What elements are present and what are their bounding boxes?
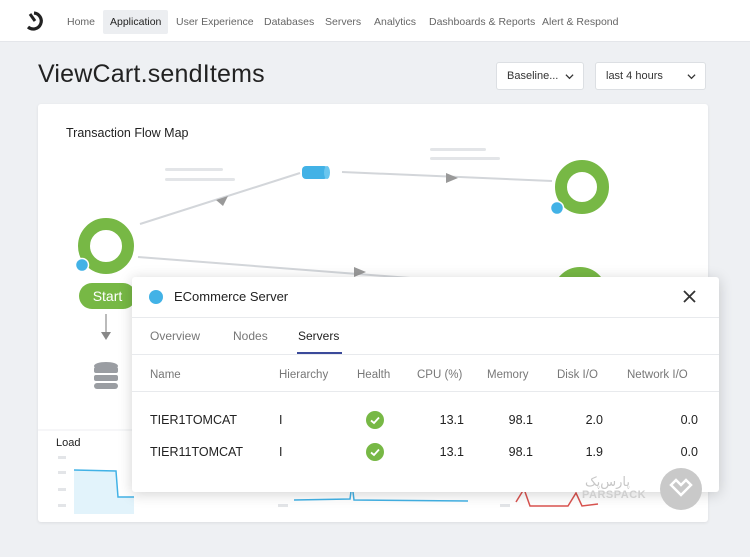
chevron-down-icon	[687, 74, 696, 80]
tabs-divider	[132, 354, 719, 355]
time-range-dropdown-label: last 4 hours	[606, 70, 663, 82]
server-memory: 98.1	[508, 413, 533, 427]
table-header-divider	[132, 391, 719, 392]
column-header-cpu[interactable]: CPU (%)	[417, 369, 463, 381]
baseline-dropdown[interactable]: Baseline...	[496, 62, 584, 90]
column-header-network-io[interactable]: Network I/O	[627, 369, 688, 381]
server-cpu: 13.1	[439, 445, 464, 459]
modal-header-divider	[132, 317, 719, 318]
server-name: TIER1TOMCAT	[150, 413, 238, 427]
chevron-down-icon	[565, 74, 574, 80]
column-header-name[interactable]: Name	[150, 369, 181, 381]
server-network-io: 0.0	[680, 445, 698, 459]
tab-servers[interactable]: Servers	[298, 329, 340, 343]
close-icon[interactable]	[682, 289, 697, 304]
watermark-text: پارس‌پک	[585, 474, 630, 489]
ecommerce-server-modal: ECommerce Server Overview Nodes Servers …	[132, 277, 719, 492]
tab-nodes[interactable]: Nodes	[233, 329, 268, 343]
placeholder-label-lines	[165, 148, 500, 181]
load-sparkline	[58, 456, 134, 514]
nav-item-alert-respond[interactable]: Alert & Respond	[542, 16, 619, 28]
tab-overview[interactable]: Overview	[150, 329, 201, 343]
nav-item-databases[interactable]: Databases	[264, 16, 315, 28]
time-range-dropdown[interactable]: last 4 hours	[595, 62, 706, 90]
column-header-hierarchy[interactable]: Hierarchy	[279, 369, 329, 381]
database-cylinder-node[interactable]	[302, 166, 330, 179]
top-navigation: Home Application User Experience Databas…	[0, 0, 750, 42]
active-tab-indicator	[297, 352, 342, 354]
load-label: Load	[56, 437, 81, 449]
server-cpu: 13.1	[439, 413, 464, 427]
server-name: TIER11TOMCAT	[150, 445, 244, 459]
flow-connections	[137, 171, 553, 285]
server-network-io: 0.0	[680, 413, 698, 427]
server-disk-io: 2.0	[585, 413, 603, 427]
app-logo-icon[interactable]	[24, 10, 44, 32]
database-icon[interactable]	[94, 362, 118, 389]
start-button[interactable]: Start	[79, 283, 136, 309]
modal-title: ECommerce Server	[174, 289, 289, 304]
flow-arrows	[216, 173, 458, 277]
nav-item-analytics[interactable]: Analytics	[374, 16, 417, 28]
server-memory: 98.1	[508, 445, 533, 459]
baseline-dropdown-label: Baseline...	[507, 70, 559, 82]
nav-item-servers[interactable]: Servers	[325, 16, 362, 28]
column-header-memory[interactable]: Memory	[487, 369, 529, 381]
server-hierarchy: I	[279, 445, 283, 459]
watermark-logo-icon	[660, 468, 702, 510]
page-title: ViewCart.sendItems	[38, 60, 265, 88]
server-hierarchy: I	[279, 413, 283, 427]
server-status-dot-icon	[149, 290, 163, 304]
flow-map-title: Transaction Flow Map	[66, 126, 189, 140]
health-ok-icon	[366, 411, 384, 429]
server-disk-io: 1.9	[585, 445, 603, 459]
column-header-disk-io[interactable]: Disk I/O	[557, 369, 598, 381]
start-node[interactable]	[74, 218, 134, 274]
nav-item-home[interactable]: Home	[67, 16, 96, 28]
nav-item-dashboards-reports[interactable]: Dashboards & Reports	[429, 16, 536, 28]
nav-item-application[interactable]: Application	[103, 10, 169, 34]
start-down-arrow	[101, 314, 111, 340]
nav-item-user-experience[interactable]: User Experience	[176, 16, 254, 28]
watermark-subtext: PARSPACK	[582, 489, 647, 501]
tier-node-right[interactable]	[549, 160, 609, 216]
health-ok-icon	[366, 443, 384, 461]
column-header-health[interactable]: Health	[357, 369, 391, 381]
